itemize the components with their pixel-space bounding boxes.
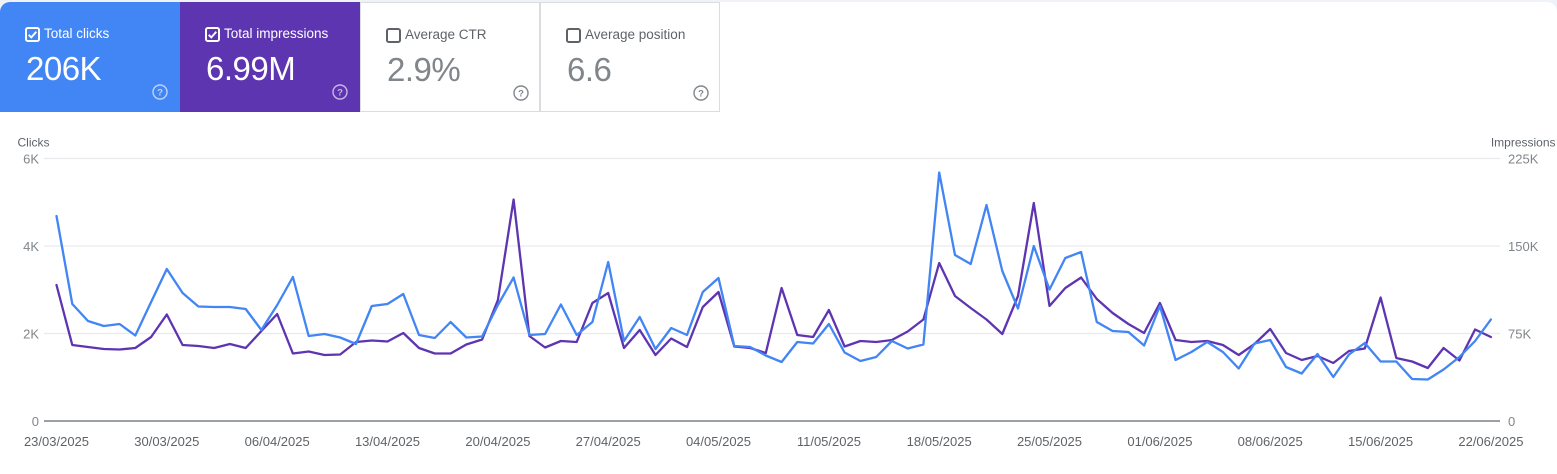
svg-text:23/03/2025: 23/03/2025 bbox=[24, 434, 89, 449]
svg-text:11/05/2025: 11/05/2025 bbox=[797, 434, 861, 449]
svg-text:22/06/2025: 22/06/2025 bbox=[1458, 434, 1523, 449]
svg-text:13/04/2025: 13/04/2025 bbox=[355, 434, 420, 449]
svg-text:0: 0 bbox=[1508, 414, 1515, 429]
svg-text:?: ? bbox=[518, 88, 524, 99]
svg-text:06/04/2025: 06/04/2025 bbox=[245, 434, 310, 449]
svg-text:15/06/2025: 15/06/2025 bbox=[1348, 434, 1413, 449]
svg-text:08/06/2025: 08/06/2025 bbox=[1238, 434, 1303, 449]
svg-text:75K: 75K bbox=[1508, 327, 1531, 342]
svg-text:6K: 6K bbox=[23, 152, 39, 167]
svg-text:225K: 225K bbox=[1508, 152, 1539, 167]
svg-text:0: 0 bbox=[32, 414, 39, 429]
svg-text:18/05/2025: 18/05/2025 bbox=[907, 434, 972, 449]
svg-text:Impressions: Impressions bbox=[1491, 136, 1556, 150]
svg-text:Clicks: Clicks bbox=[18, 136, 50, 150]
svg-text:01/06/2025: 01/06/2025 bbox=[1127, 434, 1192, 449]
svg-text:?: ? bbox=[157, 87, 163, 98]
svg-text:?: ? bbox=[337, 87, 343, 98]
svg-text:25/05/2025: 25/05/2025 bbox=[1017, 434, 1082, 449]
svg-text:20/04/2025: 20/04/2025 bbox=[465, 434, 530, 449]
svg-text:150K: 150K bbox=[1508, 239, 1539, 254]
svg-text:2K: 2K bbox=[23, 327, 39, 342]
svg-text:27/04/2025: 27/04/2025 bbox=[576, 434, 641, 449]
svg-text:30/03/2025: 30/03/2025 bbox=[134, 434, 199, 449]
svg-text:04/05/2025: 04/05/2025 bbox=[686, 434, 751, 449]
svg-text:?: ? bbox=[698, 88, 704, 99]
svg-text:4K: 4K bbox=[23, 239, 39, 254]
